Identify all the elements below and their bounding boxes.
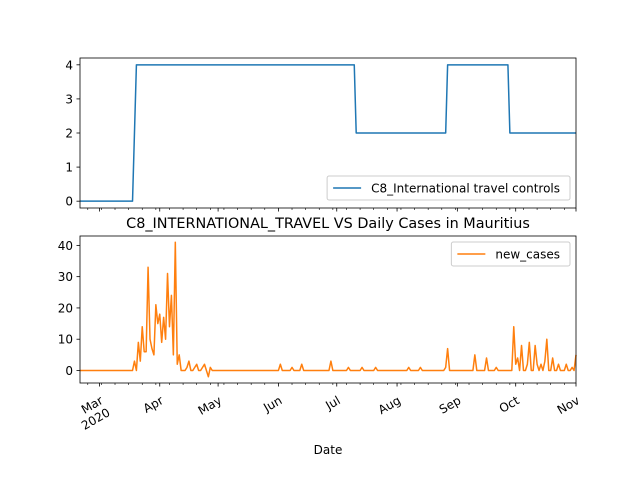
series-line-c8-international-travel-controls (80, 64, 576, 202)
bottom-plot-lines (80, 241, 577, 378)
bottom-y-axis: 0 10 20 30 40 (58, 239, 80, 378)
y-tick-label: 0 (65, 195, 73, 209)
bottom-legend-label: new_cases (495, 248, 560, 262)
y-tick-label: 3 (65, 92, 73, 106)
series-line-new-cases (80, 241, 577, 378)
y-tick-label: 40 (58, 239, 73, 253)
y-tick-label: 10 (58, 333, 73, 347)
x-tick-label: Jul (322, 393, 342, 413)
x-tick-label-group: Jul (322, 393, 342, 413)
top-axes-frame (79, 57, 577, 209)
bottom-chart-title: C8_INTERNATIONAL_TRAVEL VS Daily Cases i… (126, 216, 530, 232)
top-plot-lines (80, 64, 576, 202)
top-legend-box (326, 175, 571, 201)
y-tick-label: 2 (65, 127, 73, 141)
x-axis-label: Date (314, 443, 343, 457)
y-tick-label: 0 (65, 364, 73, 378)
y-tick-label: 1 (65, 161, 73, 175)
y-tick-label: 4 (65, 58, 73, 72)
y-tick-label: 20 (58, 301, 73, 315)
bottom-axes-frame (79, 235, 577, 384)
top-y-axis: 0 1 2 3 4 (65, 58, 80, 209)
y-tick-label: 30 (58, 270, 73, 284)
top-subplot: 0 1 2 3 4 C8_International travel controls (65, 57, 577, 212)
bottom-legend-box (450, 241, 571, 267)
top-legend: C8_International travel controls (326, 175, 571, 201)
bottom-legend: new_cases (450, 241, 571, 267)
top-legend-label: C8_International travel controls (371, 182, 560, 196)
